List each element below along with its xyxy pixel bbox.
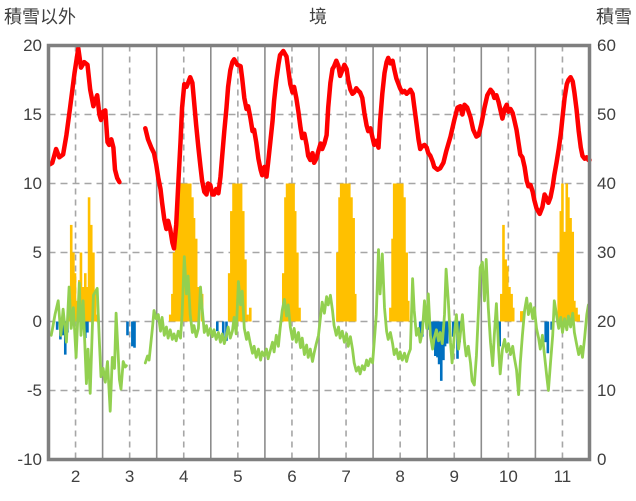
left-axis-tick: -10 (17, 449, 42, 469)
left-axis-tick: 5 (32, 242, 42, 262)
right-axis-tick: 0 (597, 449, 607, 469)
x-axis-tick: 8 (395, 467, 405, 486)
left-axis-tick: 20 (23, 35, 42, 55)
right-axis-tick: 40 (597, 173, 616, 193)
left-axis-tick: -5 (26, 380, 42, 400)
right-axis-tick: 30 (597, 242, 616, 262)
x-axis-tick: 4 (179, 467, 189, 486)
left-axis-tick: 15 (23, 104, 42, 124)
left-axis-tick: 0 (32, 311, 42, 331)
x-axis-tick: 6 (287, 467, 297, 486)
chart-title: 境 (309, 7, 327, 27)
x-axis-tick: 7 (341, 467, 351, 486)
x-axis-tick: 10 (498, 467, 518, 486)
x-axis-tick: 5 (233, 467, 243, 486)
right-axis-tick: 20 (597, 311, 616, 331)
x-axis-tick: 2 (70, 467, 81, 486)
right-axis-title: 積雪 (596, 7, 632, 27)
x-axis-tick: 9 (449, 467, 459, 486)
left-axis-title: 積雪以外 (4, 7, 76, 27)
x-axis-tick: 11 (553, 467, 572, 486)
right-axis-tick: 10 (597, 380, 616, 400)
left-axis-tick: 10 (23, 173, 42, 193)
right-axis-tick: 50 (597, 104, 616, 124)
right-axis-tick: 60 (597, 35, 616, 55)
x-axis-tick: 3 (124, 467, 135, 486)
